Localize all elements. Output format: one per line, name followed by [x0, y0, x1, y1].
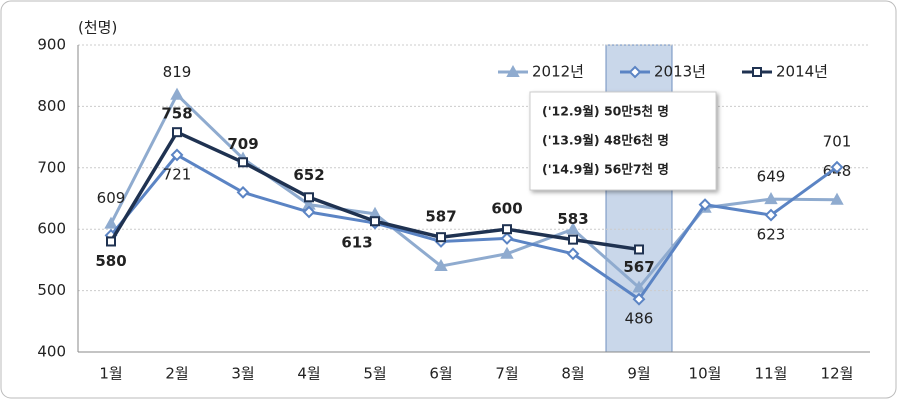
- x-tick-label: 11월: [755, 365, 788, 383]
- marker: [764, 208, 778, 222]
- legend-marker: [628, 65, 642, 79]
- marker: [238, 157, 248, 168]
- legend-marker: [752, 67, 762, 77]
- data-label: 623: [757, 226, 786, 244]
- marker: [632, 280, 646, 293]
- marker: [436, 232, 446, 243]
- annotation: ('14.9월) 56만7천 명: [542, 162, 669, 177]
- marker: [830, 160, 844, 174]
- line: [109, 152, 838, 302]
- data-label: 587: [425, 208, 456, 226]
- marker: [302, 205, 316, 219]
- marker: [170, 87, 184, 100]
- x-tick-label: 7월: [495, 365, 518, 383]
- y-tick-label: 400: [37, 343, 66, 361]
- highlight-band: [605, 44, 673, 353]
- marker: [568, 234, 578, 245]
- annotation-box: [529, 91, 717, 191]
- x-tick-label: 9월: [627, 365, 650, 383]
- marker: [632, 292, 646, 306]
- x-tick-label: 3월: [231, 365, 254, 383]
- marker: [106, 236, 116, 247]
- x-tick-label: 2월: [165, 365, 188, 383]
- data-label: 613: [341, 234, 372, 252]
- data-label: 486: [625, 310, 654, 328]
- x-tick-label: 1월: [99, 365, 122, 383]
- marker: [634, 244, 644, 255]
- series: 580 758 709 652 613 587 600 583 567: [95, 105, 654, 276]
- data-label: 609: [97, 189, 126, 207]
- data-label: 701: [823, 133, 852, 151]
- x-tick-label: 4월: [297, 365, 320, 383]
- marker: [698, 198, 712, 212]
- marker: [104, 216, 118, 229]
- data-label: 819: [163, 63, 192, 81]
- data-label: 709: [227, 135, 258, 153]
- x-tick-label: 10월: [689, 365, 722, 383]
- marker: [502, 224, 512, 235]
- data-label: 580: [95, 252, 126, 270]
- data-label: 721: [163, 165, 192, 183]
- data-label: 649: [757, 168, 786, 186]
- annotation: ('12.9월) 50만5천 명: [542, 104, 669, 119]
- x-tick-label: 12월: [821, 365, 854, 383]
- marker: [500, 246, 514, 259]
- y-tick-label: 700: [37, 158, 66, 176]
- data-label: 567: [623, 258, 654, 276]
- y-tick-label: 900: [37, 36, 66, 54]
- data-label: 583: [557, 210, 588, 228]
- marker: [172, 127, 182, 138]
- marker: [170, 148, 184, 162]
- legend-label: 2013년: [654, 63, 706, 81]
- marker: [566, 222, 580, 235]
- x-tick-label: 5월: [363, 365, 386, 383]
- legend-label: 2012년: [532, 63, 584, 81]
- y-tick-label: 600: [37, 220, 66, 238]
- y-tick-label: 800: [37, 97, 66, 115]
- legend-label: 2014년: [776, 63, 828, 81]
- marker: [434, 258, 448, 272]
- legend-marker: [506, 64, 520, 77]
- x-tick-label: 8월: [561, 365, 584, 383]
- marker: [566, 247, 580, 261]
- data-label: 600: [491, 200, 522, 218]
- data-label: 652: [293, 166, 324, 184]
- annotation: ('13.9월) 48만6천 명: [542, 133, 669, 148]
- data-label: 758: [161, 105, 192, 123]
- marker: [764, 192, 778, 205]
- y-axis-label: (천명): [78, 19, 117, 37]
- x-tick-label: 6월: [429, 365, 452, 383]
- marker: [370, 216, 380, 227]
- y-tick-label: 500: [37, 281, 66, 299]
- marker: [500, 231, 514, 245]
- marker: [830, 192, 844, 205]
- marker: [236, 185, 250, 199]
- marker: [304, 192, 314, 203]
